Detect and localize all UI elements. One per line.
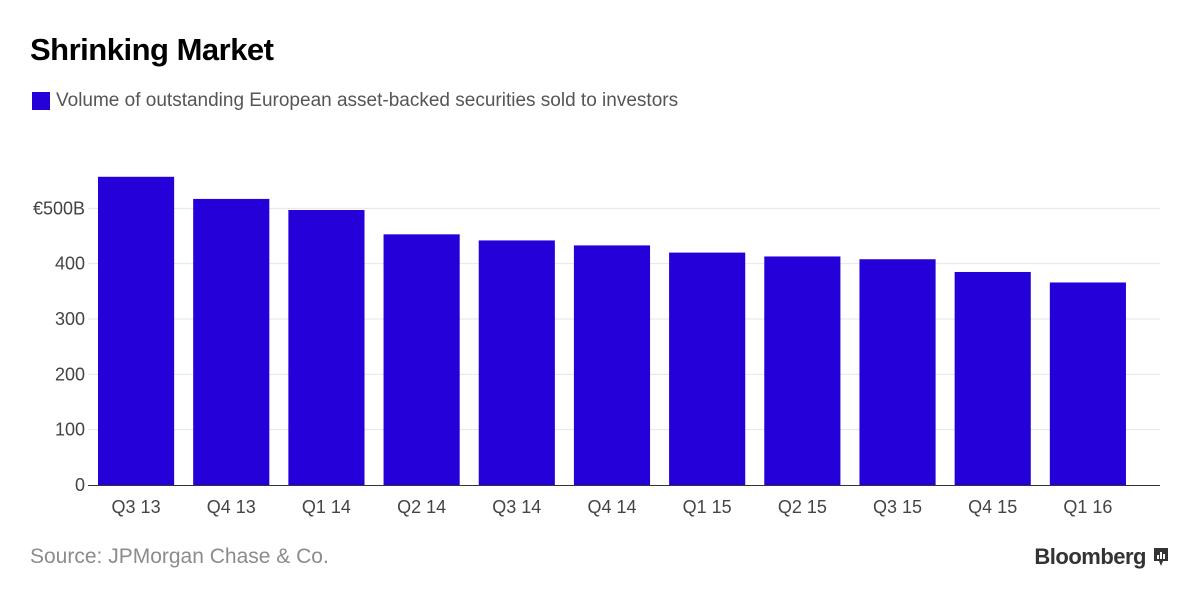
bar — [288, 209, 365, 485]
x-tick-label: Q1 15 — [683, 497, 732, 517]
y-axis-ticks: 0 100 200 300 400 €500B — [33, 198, 85, 495]
bar — [478, 240, 555, 485]
y-tick-label: €500B — [33, 198, 85, 218]
x-tick-label: Q2 15 — [778, 497, 827, 517]
x-tick-label: Q4 15 — [968, 497, 1017, 517]
x-tick-label: Q3 14 — [492, 497, 541, 517]
brand-logo: Bloomberg — [1034, 544, 1170, 570]
x-tick-label: Q3 15 — [873, 497, 922, 517]
legend-swatch — [32, 92, 50, 110]
legend: Volume of outstanding European asset-bac… — [32, 90, 678, 112]
brand-name: Bloomberg — [1034, 544, 1146, 569]
x-tick-label: Q4 13 — [207, 497, 256, 517]
bar — [859, 259, 936, 485]
bar — [954, 271, 1031, 485]
bar — [573, 245, 651, 485]
bar — [669, 252, 746, 485]
x-tick-label: Q1 14 — [302, 497, 351, 517]
legend-label: Volume of outstanding European asset-bac… — [56, 90, 679, 111]
chart-title: Shrinking Market — [30, 32, 274, 67]
source-note: Source: JPMorgan Chase & Co. — [30, 545, 329, 568]
bar — [383, 234, 460, 485]
y-tick-label: 100 — [55, 420, 85, 440]
x-tick-label: Q1 16 — [1063, 497, 1112, 517]
bars — [98, 176, 1126, 485]
x-tick-label: Q4 14 — [587, 497, 636, 517]
bar — [1049, 282, 1126, 485]
y-tick-label: 400 — [55, 254, 85, 274]
y-tick-label: 300 — [55, 309, 85, 329]
bar — [98, 176, 175, 485]
x-tick-label: Q2 14 — [397, 497, 446, 517]
y-tick-label: 0 — [75, 475, 85, 495]
bar — [764, 256, 841, 485]
y-tick-label: 200 — [55, 364, 85, 384]
x-tick-label: Q3 13 — [112, 497, 161, 517]
bloomberg-chart-icon — [1154, 548, 1168, 566]
x-axis-ticks: Q3 13 Q4 13 Q1 14 Q2 14 Q3 14 Q4 14 Q1 15 Q2 15… — [112, 497, 1113, 517]
bar — [193, 198, 270, 485]
